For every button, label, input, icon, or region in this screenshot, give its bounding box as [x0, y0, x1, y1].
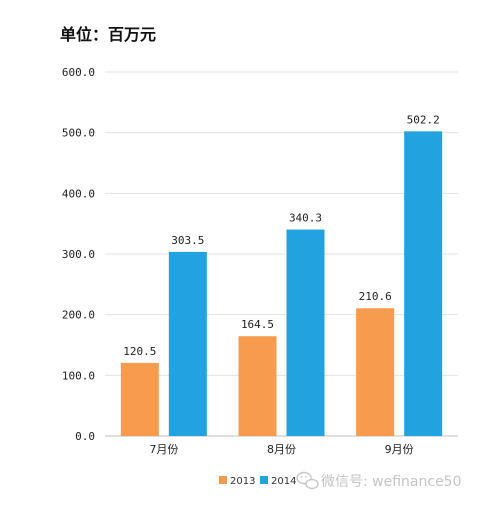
data-label: 303.5 [171, 234, 204, 247]
y-tick-label: 600.0 [62, 66, 95, 79]
wechat-icon [296, 471, 319, 490]
y-tick-label: 500.0 [62, 127, 95, 140]
y-tick-label: 100.0 [62, 369, 95, 382]
y-axis-ticks: 0.0 100.0 200.0 300.0 400.0 500.0 600.0 [62, 66, 95, 443]
legend-label: 2014 [271, 476, 296, 487]
bars [120, 131, 443, 436]
y-tick-label: 0.0 [75, 430, 95, 443]
x-axis-categories: 7月份 8月份 9月份 [149, 443, 413, 456]
bar-2013-1 [238, 336, 277, 436]
watermark: 微信号: wefinance50 [296, 471, 462, 490]
watermark-text: 微信号: wefinance50 [321, 474, 462, 490]
legend-swatch-2013 [219, 476, 227, 484]
data-label: 210.6 [359, 290, 392, 303]
data-label: 120.5 [123, 345, 156, 358]
x-category-label: 8月份 [267, 443, 296, 456]
bar-2014-0 [168, 251, 207, 436]
chart-title: 单位：百万元 [60, 25, 156, 44]
data-label: 340.3 [289, 212, 322, 225]
grid-lines [105, 71, 458, 437]
bar-2013-0 [120, 362, 159, 436]
y-tick-label: 400.0 [62, 187, 95, 200]
data-labels: 120.5 303.5 164.5 340.3 210.6 502.2 [123, 113, 439, 358]
data-label: 164.5 [241, 318, 274, 331]
x-category-label: 7月份 [149, 443, 178, 456]
bar-2014-2 [404, 131, 443, 436]
legend-swatch-2014 [260, 476, 268, 484]
bar-2013-2 [356, 308, 395, 436]
x-category-label: 9月份 [385, 443, 414, 456]
y-tick-label: 300.0 [62, 248, 95, 261]
data-label: 502.2 [407, 113, 440, 126]
bar-2014-1 [286, 229, 325, 436]
y-tick-label: 200.0 [62, 309, 95, 322]
legend: 2013 2014 [219, 476, 296, 487]
legend-label: 2013 [230, 476, 255, 487]
